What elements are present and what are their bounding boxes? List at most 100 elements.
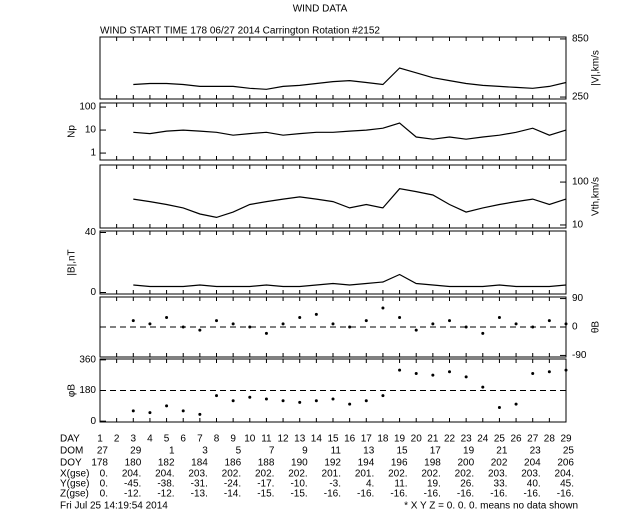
data-point	[348, 325, 352, 329]
series-line	[133, 273, 567, 288]
data-point	[564, 368, 568, 372]
data-point	[547, 370, 551, 374]
cell: -24.	[224, 479, 241, 490]
data-point	[497, 406, 501, 410]
data-point	[231, 322, 235, 326]
cell: -14.	[224, 489, 241, 500]
day-label: 16	[344, 434, 356, 445]
cell: 19	[463, 446, 475, 457]
row-label: Z(gse)	[60, 489, 89, 500]
cell: -16.	[523, 489, 540, 500]
row-label: Y(gse)	[60, 479, 89, 490]
cell: 0.	[100, 489, 108, 500]
cell: 13	[363, 446, 375, 457]
cell: 206	[557, 458, 574, 469]
data-point	[547, 319, 551, 323]
y-tick-label: 360	[79, 354, 96, 365]
cell: 203.	[488, 469, 507, 480]
data-point	[281, 399, 285, 403]
data-point	[497, 316, 501, 320]
series-line	[133, 122, 567, 140]
data-point	[364, 319, 368, 323]
cell: -3.	[329, 479, 341, 490]
day-label: 20	[411, 434, 423, 445]
cell: -16.	[357, 489, 374, 500]
cell: 3	[202, 446, 208, 457]
cell: 11.	[394, 479, 407, 490]
day-label: 27	[527, 434, 539, 445]
data-point	[264, 397, 268, 401]
day-label: 7	[197, 434, 203, 445]
y-tick-label: 0	[90, 287, 96, 298]
cell: 9	[302, 446, 308, 457]
axis-label: |V|,km/s	[591, 50, 602, 86]
day-label: 2	[114, 434, 120, 445]
y-tick-label: 10	[572, 220, 584, 231]
y-tick-label: 180	[79, 385, 96, 396]
cell: 21	[496, 446, 508, 457]
cell: -16.	[490, 489, 507, 500]
data-point	[298, 400, 302, 404]
data-point	[181, 409, 185, 413]
title: WIND DATA	[293, 4, 348, 15]
cell: 201.	[322, 469, 341, 480]
cell: 33.	[494, 479, 508, 490]
data-point	[464, 325, 468, 329]
cell: -16.	[424, 489, 441, 500]
timestamp: Fri Jul 25 14:19:54 2014	[60, 501, 168, 512]
data-point	[531, 371, 535, 375]
cell: 196	[391, 458, 408, 469]
day-label: 13	[294, 434, 306, 445]
day-label: 24	[477, 434, 489, 445]
panel-frame	[99, 230, 567, 295]
data-point	[381, 394, 385, 398]
day-label: 21	[427, 434, 439, 445]
day-label: 4	[147, 434, 153, 445]
cell: 194	[358, 458, 375, 469]
cell: 202.	[421, 469, 440, 480]
data-point	[198, 328, 202, 332]
cell: 23	[530, 446, 542, 457]
day-label: 15	[327, 434, 339, 445]
day-label: 5	[164, 434, 170, 445]
y-tick-label: 0	[572, 322, 578, 333]
data-point	[531, 325, 535, 329]
data-point	[331, 322, 335, 326]
panel-frame	[99, 164, 567, 229]
cell: 29	[130, 446, 142, 457]
data-point	[298, 316, 302, 320]
cell: 203.	[188, 469, 207, 480]
axis-label: |B|,nT	[67, 249, 78, 275]
cell: 202	[491, 458, 508, 469]
cell: 202.	[255, 469, 274, 480]
cell: -16.	[557, 489, 574, 500]
data-point	[215, 319, 218, 323]
data-point	[248, 325, 252, 329]
cell: -38.	[157, 479, 174, 490]
cell: 190	[291, 458, 308, 469]
axis-label: θB	[591, 321, 602, 334]
data-point	[181, 325, 185, 329]
data-point	[414, 328, 418, 332]
data-point	[248, 395, 252, 399]
cell: -45.	[124, 479, 141, 490]
cell: -16.	[457, 489, 474, 500]
data-point	[514, 322, 518, 326]
data-point	[431, 322, 435, 326]
cell: 17	[430, 446, 442, 457]
data-point	[165, 316, 169, 320]
data-point	[165, 404, 169, 408]
cell: -31.	[191, 479, 208, 490]
cell: 184	[191, 458, 208, 469]
data-point	[215, 394, 218, 398]
day-label: 23	[461, 434, 473, 445]
data-point	[314, 399, 318, 403]
day-label: 14	[311, 434, 323, 445]
day-label: 6	[180, 434, 186, 445]
cell: 25	[563, 446, 575, 457]
cell: -16.	[324, 489, 341, 500]
data-point	[364, 399, 368, 403]
data-point	[398, 368, 402, 372]
day-label: 3	[131, 434, 137, 445]
cell: 27	[97, 446, 109, 457]
